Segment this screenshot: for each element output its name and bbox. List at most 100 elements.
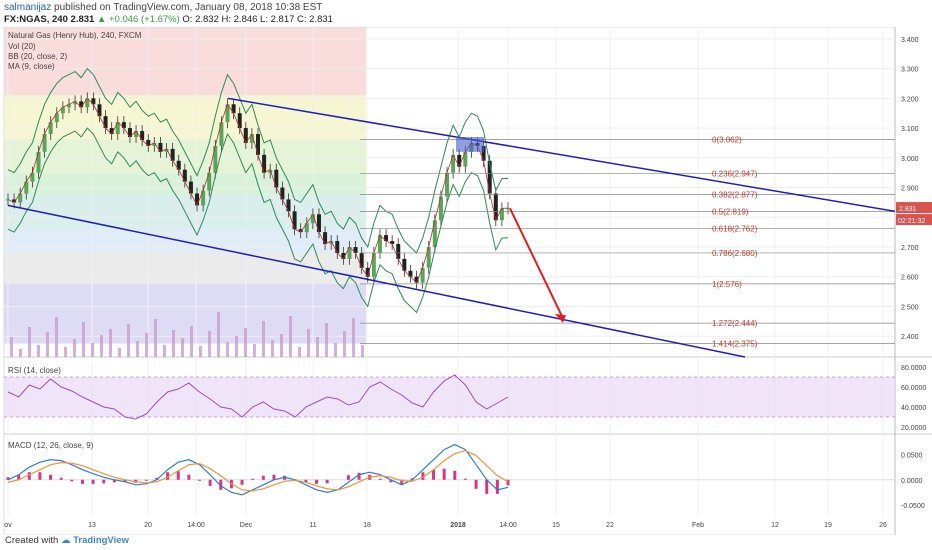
candle-body — [66, 104, 71, 108]
macd-histogram-bar — [176, 471, 180, 480]
candle-body — [316, 214, 321, 233]
top-highlight-box — [456, 137, 484, 152]
legend-vol: Vol (20) — [8, 42, 36, 51]
arrow-head-icon — [555, 313, 566, 323]
candle-body — [353, 247, 358, 253]
volume-bar — [325, 323, 328, 357]
candle-body — [463, 151, 468, 167]
candle-body — [371, 252, 376, 277]
x-tick-label: Feb — [692, 522, 704, 529]
candle-body — [115, 122, 120, 135]
footer-brand[interactable]: TradingView — [73, 535, 129, 546]
macd-histogram-bar — [421, 472, 425, 480]
volume-bar — [37, 345, 40, 357]
candle-body — [274, 169, 279, 188]
macd-histogram-bar — [315, 479, 319, 484]
candle-body — [182, 169, 187, 182]
fib-zone — [4, 283, 366, 344]
rsi-band — [4, 377, 895, 417]
volume-bar — [226, 342, 229, 357]
macd-histogram-bar — [102, 479, 106, 484]
x-tick-label: 19 — [824, 522, 832, 529]
fib-label: 0(3.062) — [712, 135, 742, 144]
candle-body — [481, 145, 486, 161]
volume-bar — [316, 337, 319, 357]
candle-body — [268, 169, 273, 173]
x-tick-label: 14:00 — [187, 522, 205, 529]
candle-body — [426, 247, 431, 268]
candle-body — [42, 134, 47, 152]
last-price-tag — [896, 202, 932, 214]
symbol-info: FX:NGAS, 240 2.831 ▲ +0.046 (+1.67%) O: … — [4, 14, 333, 25]
candle-body — [310, 214, 315, 224]
volume-bar — [253, 344, 256, 357]
candle-body — [164, 148, 169, 152]
price-chart[interactable]: 3.4003.3003.2003.1003.0002.9002.8002.700… — [0, 27, 932, 535]
volume-bar — [91, 343, 94, 357]
volume-bar — [145, 333, 148, 357]
candle-body — [335, 241, 340, 253]
candle-body — [384, 235, 389, 242]
candle-body — [377, 235, 382, 253]
rsi-tick-label: 80.0000 — [901, 365, 926, 372]
macd-histogram-bar — [453, 470, 457, 480]
volume-bar — [289, 316, 292, 357]
candle-body — [408, 270, 413, 277]
volume-bar — [55, 317, 58, 357]
change-value: ▲ +0.046 (+1.67%) — [96, 14, 180, 25]
candle-body — [341, 252, 346, 259]
footer-created: Created with — [5, 535, 59, 546]
macd-histogram-bar — [400, 479, 404, 484]
candle-body — [438, 196, 443, 221]
macd-histogram-bar — [506, 479, 510, 486]
candle-body — [420, 267, 425, 283]
candle-body — [48, 122, 53, 135]
macd-histogram-bar — [389, 479, 393, 483]
fib-label: 0.786(2.680) — [712, 249, 758, 258]
candle-body — [414, 276, 419, 283]
macd-histogram-bar — [357, 472, 361, 480]
fib-label: 0.5(2.819) — [712, 208, 749, 217]
candle-body — [487, 160, 492, 194]
volume-bar — [64, 347, 67, 357]
x-tick-label: 15 — [552, 522, 560, 529]
volume-bar — [118, 348, 121, 357]
volume-bar — [235, 336, 238, 357]
candle-body — [347, 247, 352, 259]
candle-body — [152, 142, 157, 146]
fib-label: 0.236(2.947) — [712, 170, 758, 179]
candle-body — [79, 101, 84, 108]
channel-lower-line — [7, 204, 746, 358]
fib-label: 0.382(2.877) — [712, 190, 758, 199]
x-tick-label: 26 — [879, 522, 887, 529]
candle-body — [396, 244, 401, 259]
volume-bar — [73, 339, 76, 357]
candle-body — [170, 148, 175, 161]
y-tick-label: 2.900 — [901, 186, 919, 193]
volume-bar — [262, 321, 265, 357]
macd-tick-label: 0.0000 — [901, 478, 923, 485]
fib-label: 1.414(2.375) — [712, 340, 758, 349]
candle-body — [256, 134, 260, 155]
candle-body — [359, 252, 364, 268]
signal-line — [7, 449, 509, 492]
candle-body — [280, 187, 285, 200]
fib-zone — [4, 252, 366, 284]
symbol-label: FX:NGAS, 240 — [4, 14, 68, 25]
candle-body — [451, 154, 456, 173]
y-tick-label: 2.700 — [901, 245, 919, 252]
author-name[interactable]: salmanijaz — [4, 2, 52, 13]
candle-body — [121, 122, 126, 129]
candle-body — [219, 122, 224, 146]
legend-ma: MA (9, close) — [8, 62, 55, 71]
macd-tick-label: 0.0500 — [901, 453, 923, 460]
candle-body — [432, 220, 437, 247]
macd-histogram-bar — [378, 478, 382, 480]
macd-histogram-bar — [474, 479, 478, 489]
countdown-tag — [896, 214, 932, 226]
macd-histogram-bar — [144, 479, 148, 481]
volume-bar — [352, 318, 355, 357]
volume-bar — [343, 331, 346, 357]
rsi-tick-label: 60.0000 — [901, 385, 926, 392]
macd-histogram-bar — [27, 472, 31, 480]
